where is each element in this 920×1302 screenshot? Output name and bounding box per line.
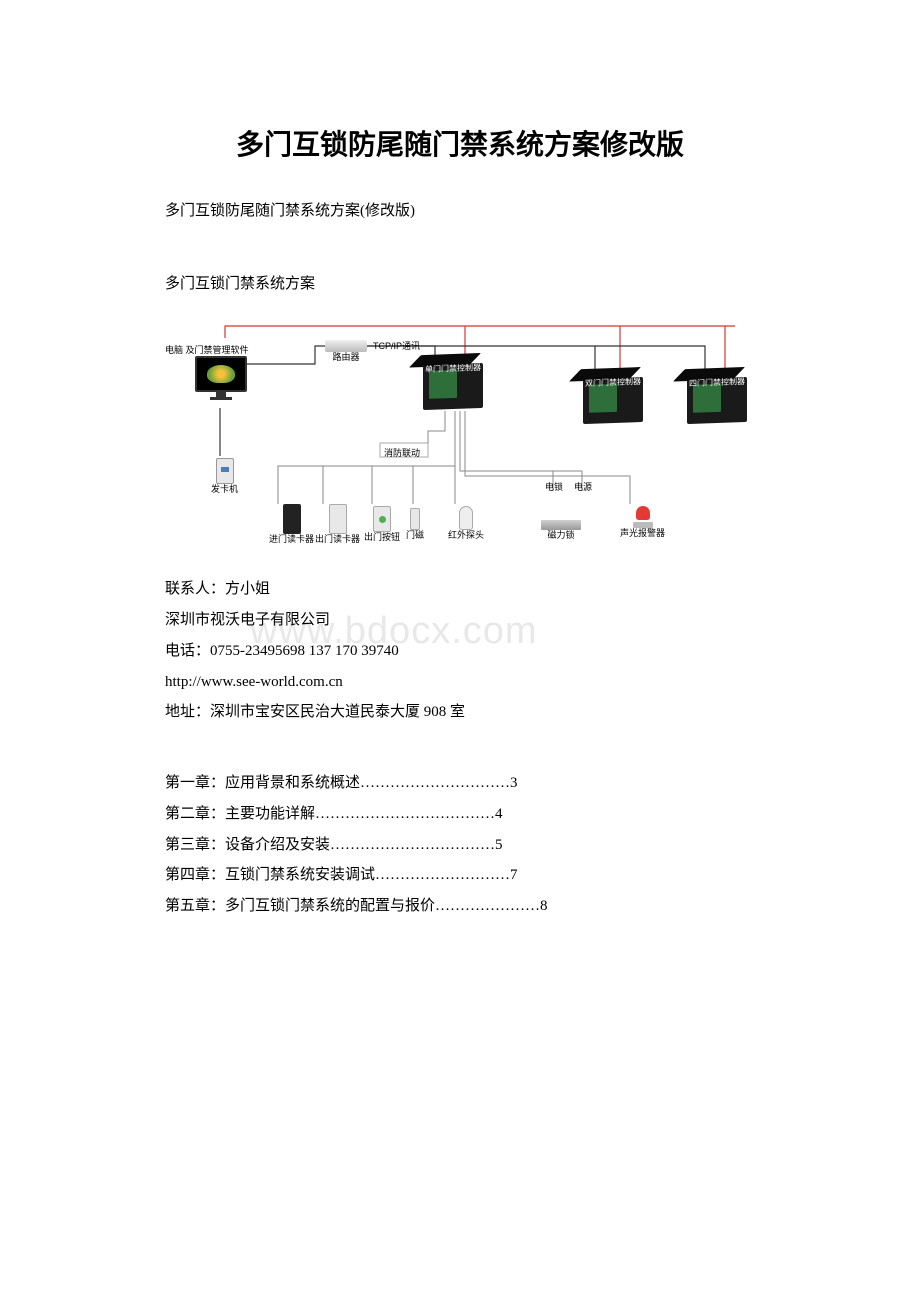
quad-controller-icon: 四门门禁控制器	[687, 377, 747, 424]
document-title: 多门互锁防尾随门禁系统方案修改版	[165, 120, 755, 170]
pir-label: 红外探头	[448, 530, 484, 541]
in-reader-icon	[283, 504, 301, 534]
company-line: 深圳市视沃电子有限公司	[165, 605, 755, 636]
pir-icon	[459, 506, 473, 530]
in-reader-label: 进门读卡器	[269, 534, 314, 545]
out-reader-icon	[329, 504, 347, 534]
pc-monitor-icon	[195, 356, 247, 392]
toc-item: 第三章：设备介绍及安装……………………………5	[165, 830, 755, 861]
toc-item: 第一章：应用背景和系统概述…………………………3	[165, 768, 755, 799]
single-controller-label: 单门门禁控制器	[425, 361, 481, 377]
maglock-label: 磁力锁	[541, 530, 581, 541]
contact-block: 联系人：方小姐 深圳市视沃电子有限公司 电话：0755-23495698 137…	[165, 574, 755, 728]
table-of-contents: 第一章：应用背景和系统概述…………………………3 第二章：主要功能详解………………	[165, 768, 755, 922]
card-issuer-icon	[216, 458, 234, 484]
fire-link-label: 消防联动	[384, 445, 420, 461]
contact-person-line: 联系人：方小姐	[165, 574, 755, 605]
document-subtitle: 多门互锁防尾随门禁系统方案(修改版)	[165, 198, 755, 225]
quad-controller-label: 四门门禁控制器	[689, 375, 745, 391]
door-sensor-label: 门磁	[406, 530, 424, 541]
toc-item: 第四章：互锁门禁系统安装调试………………………7	[165, 860, 755, 891]
exit-button-icon	[373, 506, 391, 532]
router-icon	[325, 340, 367, 352]
pc-label: 电脑 及门禁管理软件	[165, 342, 249, 358]
router-label: 路由器	[325, 352, 367, 363]
tcpip-label: TCP/IP通讯	[373, 338, 420, 354]
alarm-icon	[633, 506, 653, 528]
website-line: http://www.see-world.com.cn	[165, 667, 755, 698]
phone-line: 电话：0755-23495698 137 170 39740	[165, 636, 755, 667]
system-diagram: TCP/IP通讯 电脑 及门禁管理软件 发卡机 路由器 单门门禁控制器 双门门禁…	[165, 316, 755, 566]
toc-item: 第五章：多门互锁门禁系统的配置与报价…………………8	[165, 891, 755, 922]
toc-item: 第二章：主要功能详解………………………………4	[165, 799, 755, 830]
single-controller-icon: 单门门禁控制器	[423, 363, 483, 410]
maglock-icon	[541, 520, 581, 530]
door-sensor-icon	[410, 508, 420, 530]
card-issuer-label: 发卡机	[211, 484, 238, 495]
section-heading: 多门互锁门禁系统方案	[165, 271, 755, 298]
power-label: 电源	[574, 479, 592, 495]
lock-label: 电锁	[545, 479, 563, 495]
address-line: 地址：深圳市宝安区民治大道民泰大厦 908 室	[165, 697, 755, 728]
exit-button-label: 出门按钮	[364, 532, 400, 543]
double-controller-icon: 双门门禁控制器	[583, 377, 643, 424]
double-controller-label: 双门门禁控制器	[585, 375, 641, 391]
alarm-label: 声光报警器	[620, 528, 665, 539]
out-reader-label: 出门读卡器	[315, 534, 360, 545]
